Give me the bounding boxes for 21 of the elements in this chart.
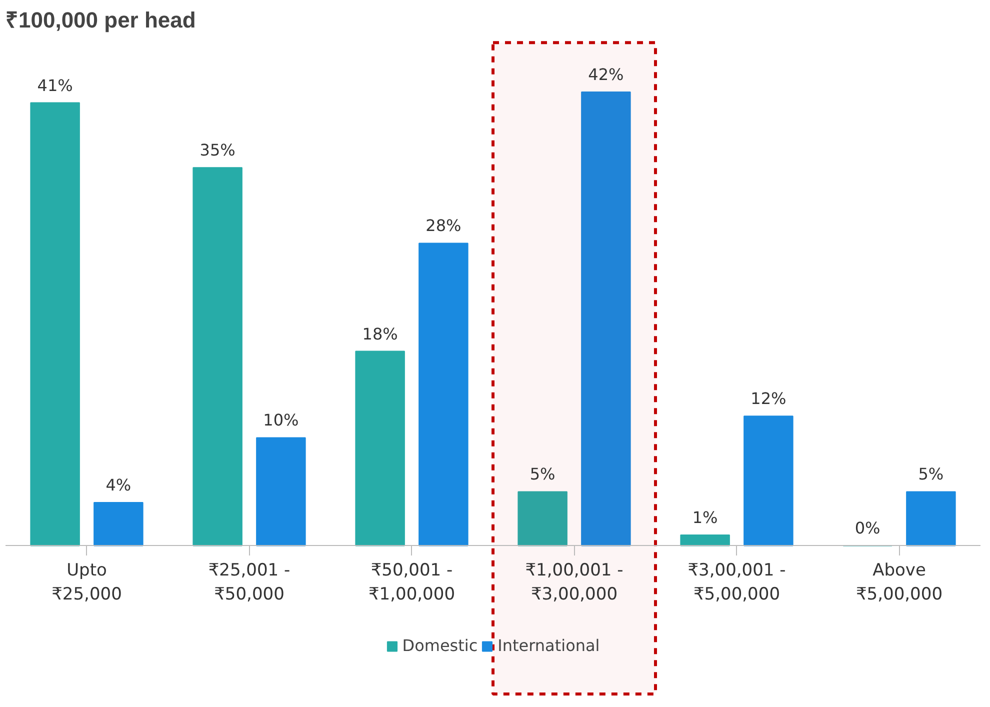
data-label: 1% [692, 508, 718, 527]
legend-label: Domestic [402, 636, 478, 655]
data-label: 10% [263, 410, 299, 430]
x-tick-label: ₹50,001 - ₹1,00,000 [368, 560, 456, 605]
x-tick-label: ₹1,00,001 - ₹3,00,000 [525, 560, 624, 605]
data-label: 41% [37, 76, 73, 95]
chart-title: ₹100,000 per head [6, 8, 196, 32]
x-tick-label: ₹3,00,001 - ₹5,00,000 [688, 560, 786, 605]
data-label: 28% [426, 216, 462, 236]
data-label: 18% [362, 324, 398, 344]
data-label: 0% [854, 518, 880, 538]
x-tick-label: Above ₹5,00,000 [856, 560, 943, 605]
data-label: 4% [106, 476, 132, 495]
data-label: 35% [200, 140, 236, 160]
legend-label: International [498, 636, 600, 655]
data-label: 5% [918, 464, 944, 484]
data-label: 12% [750, 389, 786, 408]
x-tick-label: ₹25,001 - ₹50,000 [208, 560, 290, 605]
x-tick-label: Upto ₹25,000 [52, 560, 122, 605]
data-label: 42% [588, 64, 624, 84]
data-label: 5% [530, 464, 556, 484]
